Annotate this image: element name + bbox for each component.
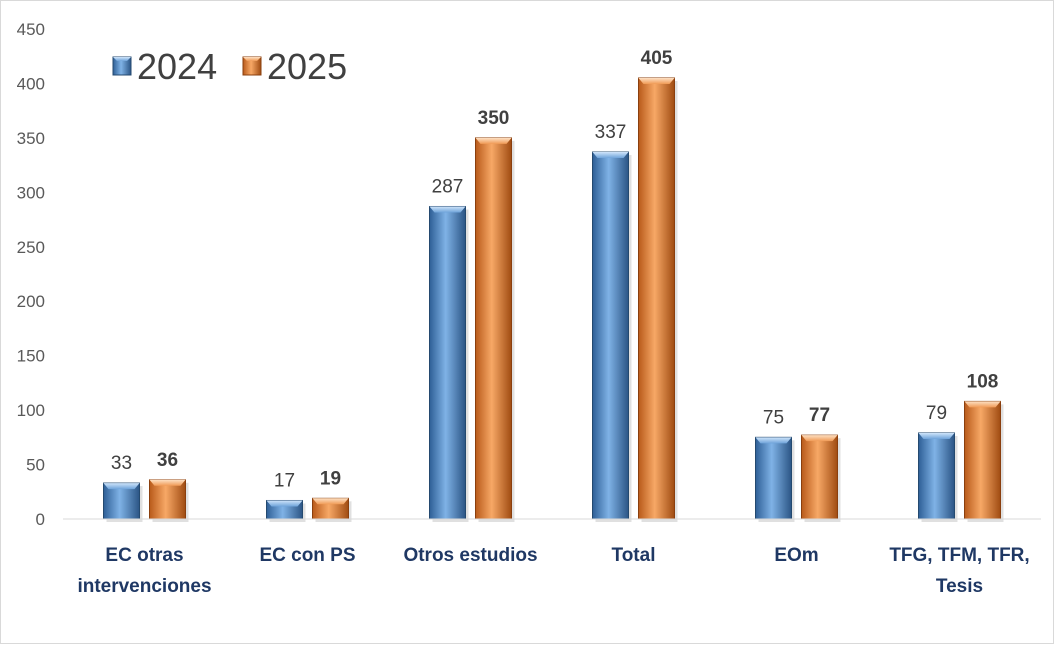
bar-2024 [755,436,795,522]
bar-body [801,434,838,520]
bar-2024 [266,499,306,522]
bar-2024 [918,432,958,522]
bar-top-bevel [266,500,303,507]
legend-swatch-bevel [243,57,261,61]
bar-2025 [638,77,678,522]
bar-2024 [103,482,143,522]
legend-label-2024: 2024 [137,46,217,87]
bar-top-bevel [918,432,955,439]
bar-top-bevel [755,437,792,444]
y-axis: 0 50 100 150 200 250 300 350 400 450 [17,20,45,529]
x-tick-label: TFG, TFM, TFR, [889,545,1029,566]
y-tick-label: 100 [17,401,45,420]
bar-2025 [149,479,189,522]
bar-body [429,205,466,520]
bar-top-bevel [429,206,466,213]
data-label-2025: 36 [157,450,178,471]
y-tick-label: 300 [17,183,45,202]
bar-top-bevel [149,479,186,486]
x-tick-label: Otros estudios [403,545,537,566]
x-axis: EC otras intervenciones EC con PS Otros est… [63,518,1041,597]
y-tick-label: 400 [17,74,45,93]
bar-top-bevel [103,483,140,490]
bar-2025 [964,400,1004,522]
data-label-2024: 337 [595,122,627,143]
bar-top-bevel [312,498,349,505]
data-label-2025: 19 [320,468,341,489]
data-label-2024: 17 [274,470,295,491]
y-tick-label: 0 [36,510,45,529]
y-tick-label: 50 [26,456,45,475]
bar-body [755,436,792,520]
bars-group: 33 36 17 19 287 350 337 405 75 77 79 108 [103,48,1004,523]
x-tick-label: EC con PS [259,545,355,566]
bar-body [475,137,512,520]
data-label-2024: 75 [763,407,784,428]
y-tick-label: 250 [17,238,45,257]
data-label-2025: 405 [641,48,673,69]
bar-2024 [429,205,469,522]
data-label-2025: 350 [478,108,510,129]
x-tick-label: intervenciones [77,576,211,597]
bar-body [592,151,629,520]
y-tick-label: 150 [17,347,45,366]
data-label-2024: 79 [926,403,947,424]
bar-2024 [592,151,632,523]
bar-body [964,400,1001,520]
x-tick-label: Tesis [936,576,983,597]
x-tick-label: Total [612,545,656,566]
legend-swatch-bevel [113,57,131,61]
bar-top-bevel [801,435,838,442]
data-label-2025: 77 [809,405,830,426]
bar-top-bevel [592,152,629,159]
bar-2025 [475,137,515,522]
bar-top-bevel [638,78,675,84]
legend: 2024 2025 [112,46,347,87]
bar-2025 [312,497,352,522]
y-tick-label: 450 [17,20,45,39]
data-label-2024: 287 [432,176,464,197]
bar-body [638,77,675,520]
legend-label-2025: 2025 [267,46,347,87]
data-label-2025: 108 [967,371,999,392]
bar-body [918,432,955,520]
bar-body [149,479,186,520]
bar-top-bevel [964,401,1001,408]
x-tick-label: EC otras [105,545,183,566]
y-tick-label: 350 [17,129,45,148]
bar-top-bevel [475,137,512,144]
y-tick-label: 200 [17,292,45,311]
data-label-2024: 33 [111,453,132,474]
bar-2025 [801,434,841,522]
x-tick-label: EOm [774,545,818,566]
